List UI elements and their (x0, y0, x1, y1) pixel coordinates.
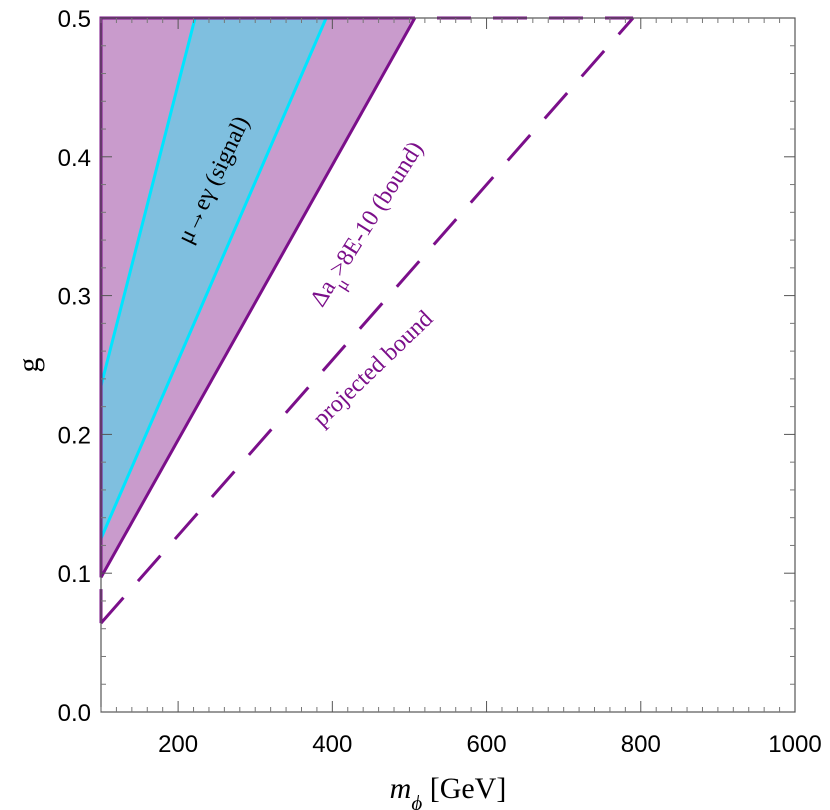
signal-lower-line (99, 17, 328, 540)
y-tick-label: 0.2 (58, 422, 91, 449)
x-axis-label-subscript: ϕ (411, 791, 422, 810)
signal-upper-line (99, 17, 197, 387)
y-tick-label: 0.1 (58, 561, 91, 588)
x-axis-label-symbol: m (390, 772, 412, 805)
projected-annotation: projected bound (308, 306, 438, 432)
x-axis-label-unit: [GeV] (422, 772, 506, 805)
projected-line (99, 17, 635, 625)
x-tick-label: 200 (158, 731, 198, 758)
y-axis-label: g (12, 358, 45, 373)
y-tick-label: 0.0 (58, 700, 91, 727)
plot-frame (100, 17, 796, 713)
x-tick-label: 600 (467, 731, 507, 758)
y-tick-label: 0.5 (58, 6, 91, 33)
bound-annotation-suffix: >8E-10 (bound) (324, 137, 428, 281)
y-tick-label: 0.4 (58, 145, 91, 172)
x-tick-label: 400 (312, 731, 352, 758)
x-axis-label: mϕ [GeV] (390, 772, 507, 810)
x-tick-label: 1000 (768, 731, 821, 758)
y-tick-label: 0.3 (58, 284, 91, 311)
bound-edge-line (99, 17, 417, 579)
ticks-layer: 200 400 600 800 1000 0.0 0.1 0.2 0.3 0.4 0.5 (58, 6, 822, 758)
x-tick-label: 800 (621, 731, 661, 758)
